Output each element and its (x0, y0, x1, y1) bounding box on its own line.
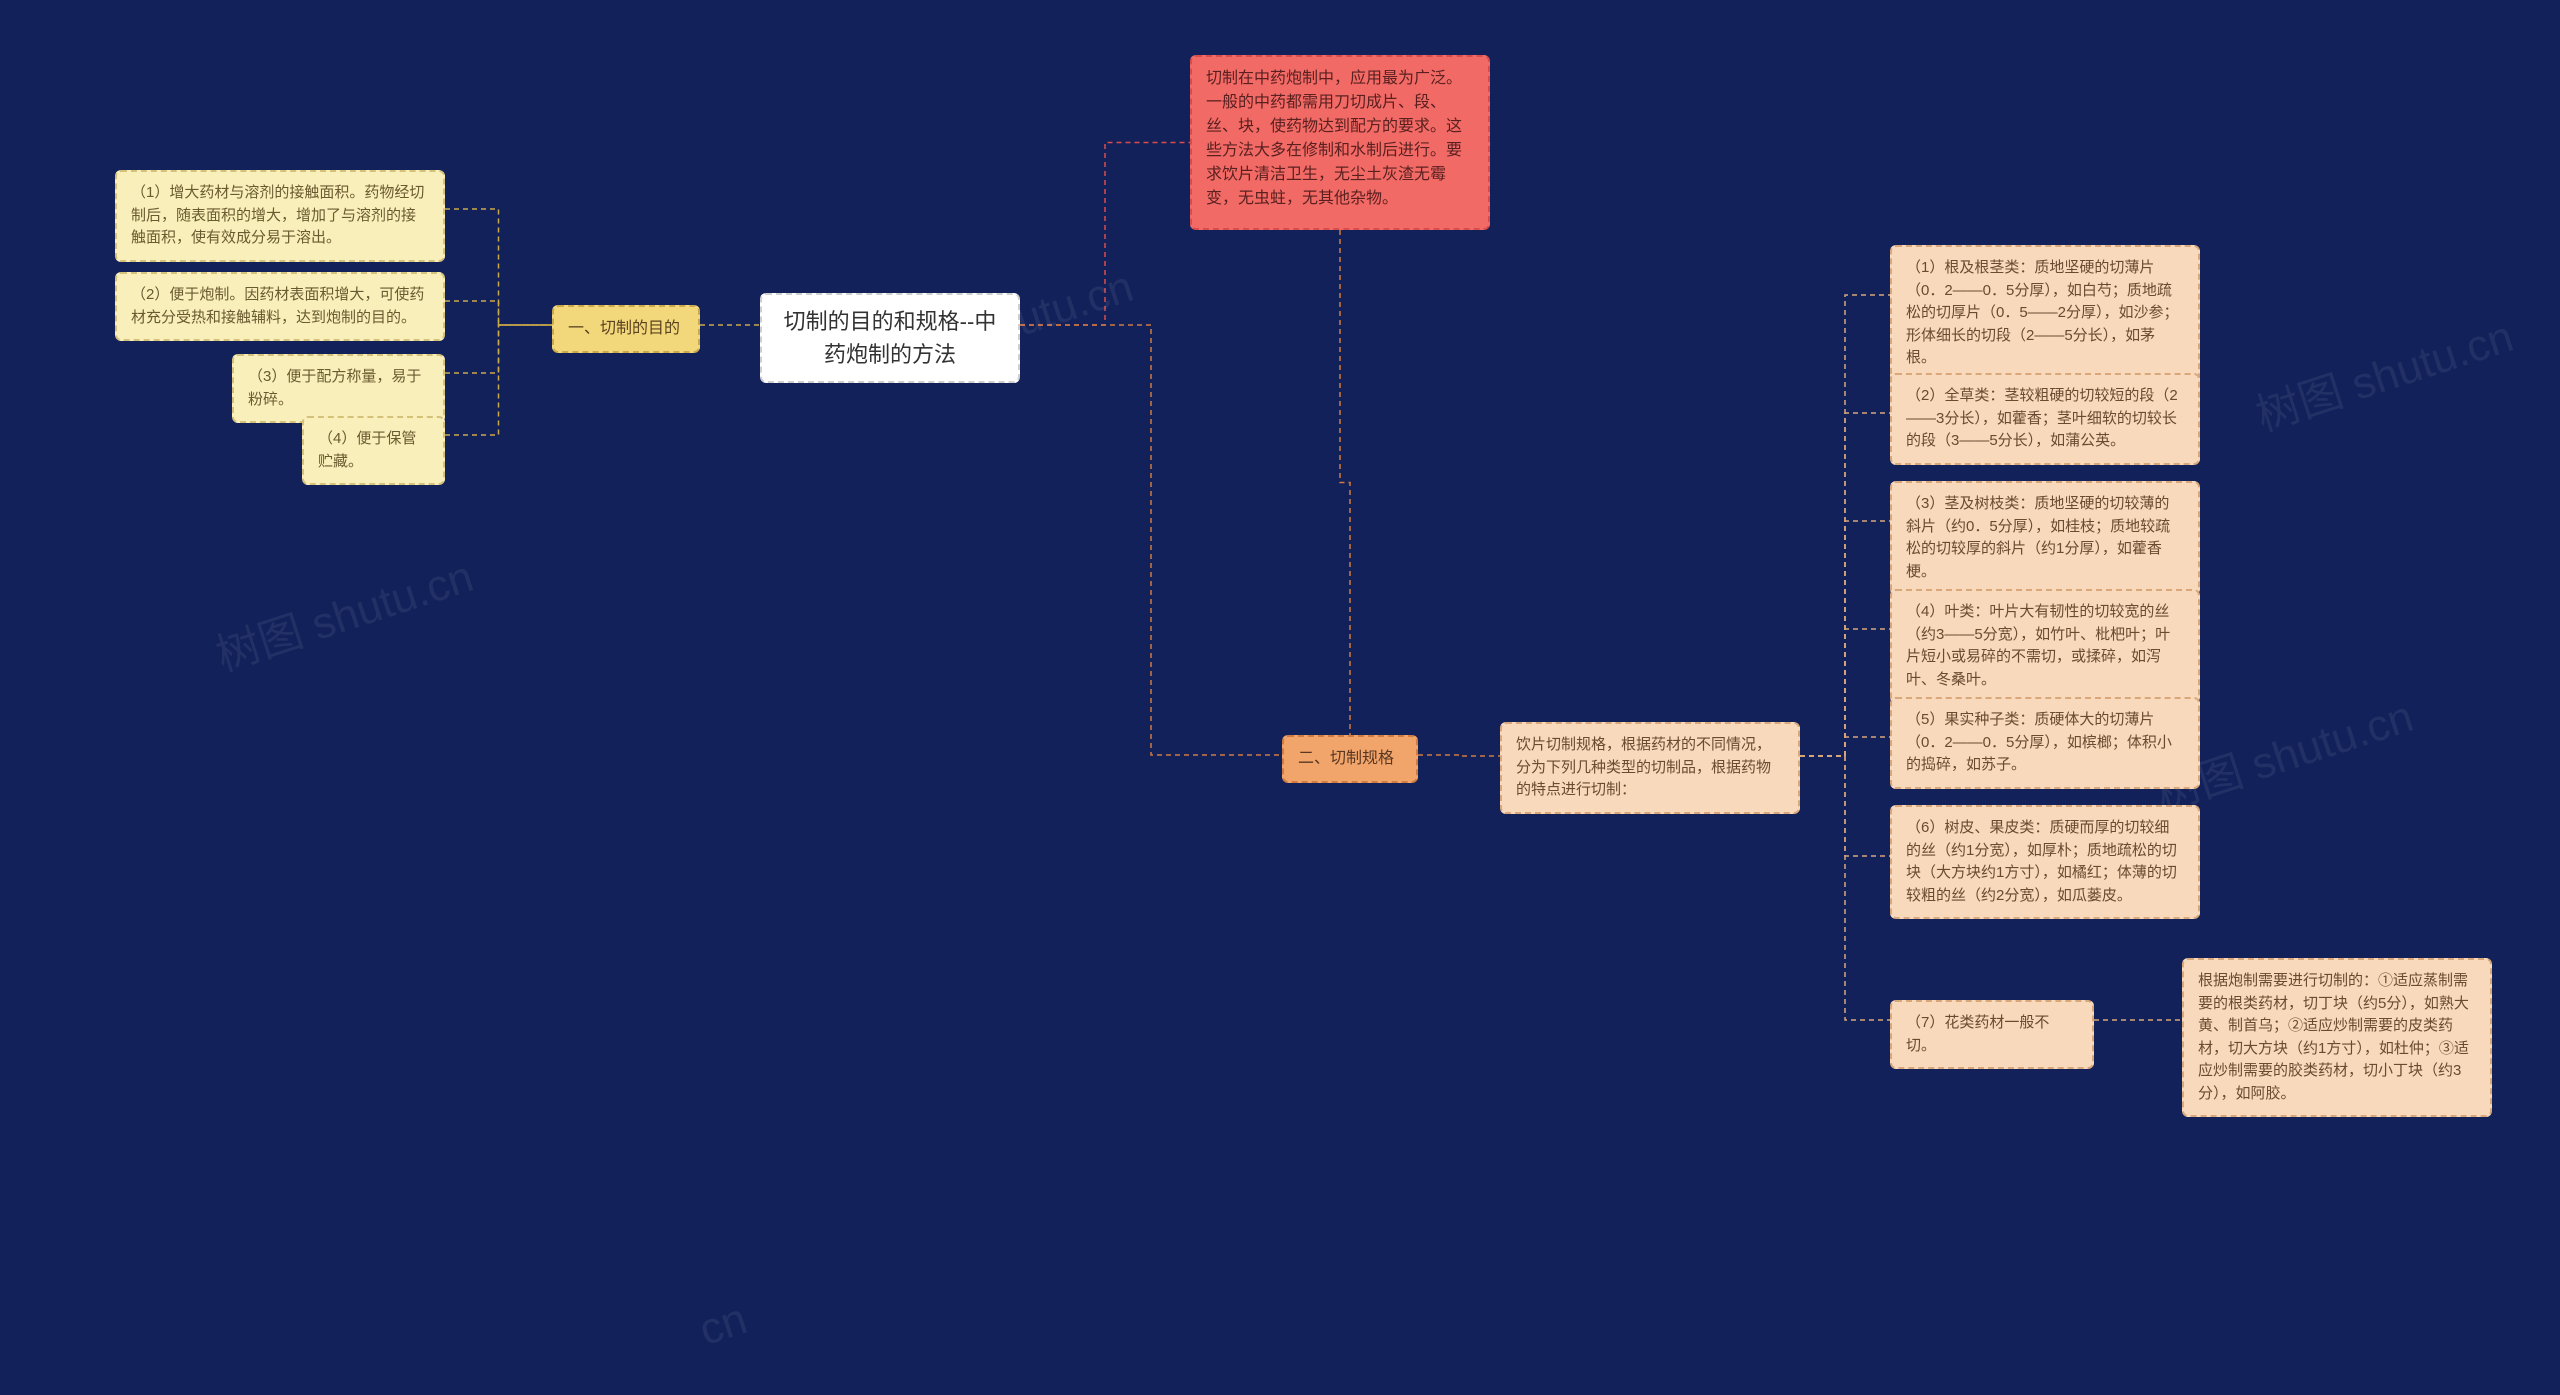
spec-intro-node: 饮片切制规格，根据药材的不同情况，分为下列几种类型的切制品，根据药物的特点进行切… (1500, 722, 1800, 814)
spec-leaf: （1）根及根茎类：质地坚硬的切薄片（0．2——0．5分厚），如白芍；质地疏松的切… (1890, 245, 2200, 382)
purpose-leaf: （2）便于炮制。因药材表面积增大，可使药材充分受热和接触辅料，达到炮制的目的。 (115, 272, 445, 341)
spec-leaf: （4）叶类：叶片大有韧性的切较宽的丝（约3——5分宽），如竹叶、枇杷叶；叶片短小… (1890, 589, 2200, 703)
watermark: 树图 shutu.cn (207, 540, 480, 683)
spec-leaf: （2）全草类：茎较粗硬的切较短的段（2——3分长），如藿香；茎叶细软的切较长的段… (1890, 373, 2200, 465)
branch-purpose-label: 一、切制的目的 (568, 320, 680, 337)
spec-leaf: （7）花类药材一般不切。 (1890, 1000, 2094, 1069)
spec-leaf: （3）茎及树枝类：质地坚硬的切较薄的斜片（约0．5分厚），如桂枝；质地较疏松的切… (1890, 481, 2200, 595)
root-node: 切制的目的和规格--中药炮制的方法 (760, 293, 1020, 383)
purpose-leaf: （3）便于配方称量，易于粉碎。 (232, 354, 445, 423)
watermark: cn (693, 1294, 753, 1356)
watermark: 树图 shutu.cn (2247, 300, 2520, 443)
purpose-leaf: （1）增大药材与溶剂的接触面积。药物经切制后，随表面积的增大，增加了与溶剂的接触… (115, 170, 445, 262)
intro-text: 切制在中药炮制中，应用最为广泛。一般的中药都需用刀切成片、段、丝、块，使药物达到… (1206, 70, 1462, 207)
branch-spec: 二、切制规格 (1282, 735, 1418, 783)
spec-leaf: （6）树皮、果皮类：质硬而厚的切较细的丝（约1分宽），如厚朴；质地疏松的切块（大… (1890, 805, 2200, 919)
spec-subleaf: 根据炮制需要进行切制的：①适应蒸制需要的根类药材，切丁块（约5分），如熟大黄、制… (2182, 958, 2492, 1117)
intro-node: 切制在中药炮制中，应用最为广泛。一般的中药都需用刀切成片、段、丝、块，使药物达到… (1190, 55, 1490, 230)
branch-spec-label: 二、切制规格 (1298, 750, 1394, 767)
branch-purpose: 一、切制的目的 (552, 305, 700, 353)
purpose-leaf: （4）便于保管贮藏。 (302, 416, 445, 485)
root-label: 切制的目的和规格--中药炮制的方法 (784, 309, 997, 367)
spec-intro-text: 饮片切制规格，根据药材的不同情况，分为下列几种类型的切制品，根据药物的特点进行切… (1516, 736, 1771, 798)
spec-leaf: （5）果实种子类：质硬体大的切薄片（0．2——0．5分厚），如槟榔；体积小的捣碎… (1890, 697, 2200, 789)
